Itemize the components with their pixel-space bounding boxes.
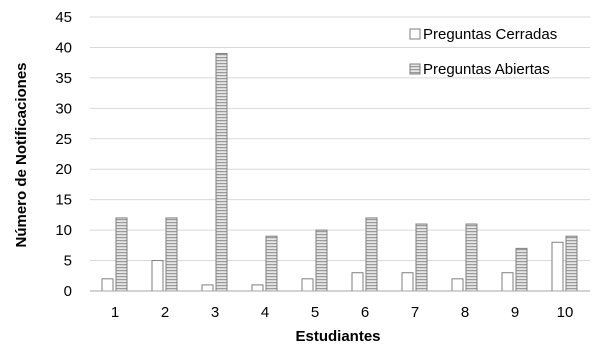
bar-preguntas-abiertas (465, 223, 478, 292)
y-axis-title: Número de Notificaciones (13, 62, 30, 247)
x-tick-label: 4 (261, 304, 269, 321)
y-tick-label: 45 (55, 9, 72, 26)
bar-preguntas-abiertas (515, 247, 528, 292)
y-tick-label: 15 (55, 192, 72, 209)
x-tick-label: 10 (557, 304, 574, 321)
gridlines (90, 16, 590, 262)
bar-preguntas-abiertas (215, 53, 228, 292)
x-tick-label: 8 (461, 304, 469, 321)
y-tick-label: 25 (55, 131, 72, 148)
bar-preguntas-cerradas (551, 241, 564, 292)
bar-preguntas-cerradas (151, 260, 164, 292)
y-tick-label: 5 (64, 253, 72, 270)
y-tick-label: 40 (55, 39, 72, 56)
y-tick-label: 0 (64, 283, 72, 300)
bar-preguntas-cerradas (351, 272, 364, 292)
y-tick-label: 10 (55, 222, 72, 239)
x-tick-label: 3 (211, 304, 219, 321)
bar-preguntas-cerradas (101, 278, 114, 292)
bar-preguntas-cerradas (501, 272, 514, 292)
x-tick-label: 5 (311, 304, 319, 321)
x-tick-label: 6 (361, 304, 369, 321)
x-tick-label: 9 (511, 304, 519, 321)
legend: Preguntas Cerradas Preguntas Abiertas (409, 26, 557, 78)
x-tick-label: 1 (111, 304, 119, 321)
y-tick-label: 30 (55, 100, 72, 117)
bar-preguntas-cerradas (401, 272, 414, 292)
bar-preguntas-abiertas (415, 223, 428, 292)
legend-swatch-preguntas-abiertas (409, 63, 421, 75)
bars (101, 53, 578, 292)
bar-preguntas-cerradas (301, 278, 314, 292)
bar-preguntas-abiertas (315, 229, 328, 292)
legend-label-preguntas-cerradas: Preguntas Cerradas (423, 26, 557, 43)
bar-preguntas-cerradas (451, 278, 464, 292)
bar-preguntas-abiertas (115, 217, 128, 292)
bar-preguntas-abiertas (165, 217, 178, 292)
bar-preguntas-abiertas (565, 235, 578, 292)
x-tick-label: 7 (411, 304, 419, 321)
bar-preguntas-cerradas (251, 284, 264, 292)
legend-swatch-preguntas-cerradas (409, 28, 421, 40)
y-tick-label: 35 (55, 70, 72, 87)
bar-preguntas-abiertas (365, 217, 378, 292)
bar-preguntas-cerradas (201, 284, 214, 292)
x-tick-label: 2 (161, 304, 169, 321)
y-tick-label: 20 (55, 161, 72, 178)
x-axis-title: Estudiantes (295, 328, 380, 345)
bar-preguntas-abiertas (265, 235, 278, 292)
legend-label-preguntas-abiertas: Preguntas Abiertas (423, 61, 550, 78)
